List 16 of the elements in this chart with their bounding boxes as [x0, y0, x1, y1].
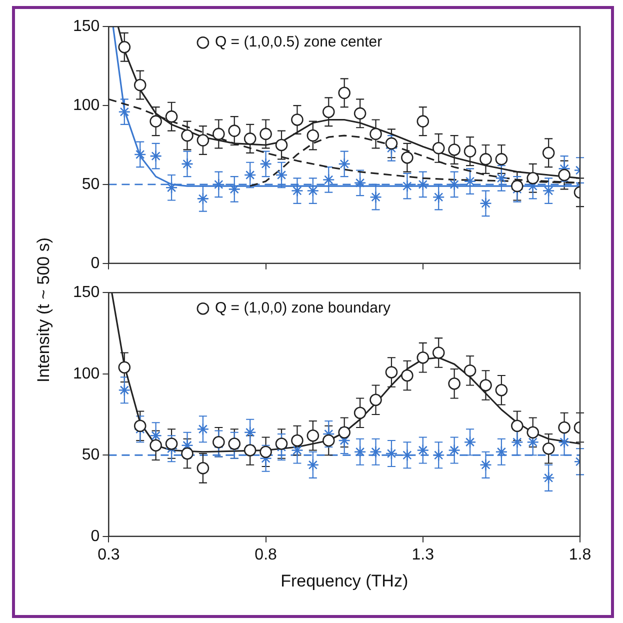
- x-tick-label: 0.3: [98, 546, 120, 564]
- y-tick-label: 0: [90, 254, 100, 272]
- y-tick-label: 0: [90, 528, 100, 545]
- legend-label: Q = (1,0,0.5) zone center: [214, 34, 382, 51]
- y-tick-label: 100: [72, 365, 100, 382]
- y-tick-label: 100: [72, 96, 100, 114]
- y-axis-title: Intensity (t ~ 500 s): [34, 237, 54, 383]
- legend-label: Q = (1,0,0) zone boundary: [214, 300, 391, 317]
- x-tick-label: 1.8: [568, 546, 592, 564]
- y-tick-label: 50: [82, 176, 100, 193]
- y-tick-label: 50: [82, 446, 100, 464]
- y-tick-label: 150: [72, 18, 100, 36]
- y-tick-label: 150: [72, 284, 100, 302]
- x-axis-title: Frequency (THz): [280, 571, 408, 590]
- x-tick-label: 0.8: [254, 546, 278, 564]
- x-tick-label: 1.3: [412, 546, 434, 564]
